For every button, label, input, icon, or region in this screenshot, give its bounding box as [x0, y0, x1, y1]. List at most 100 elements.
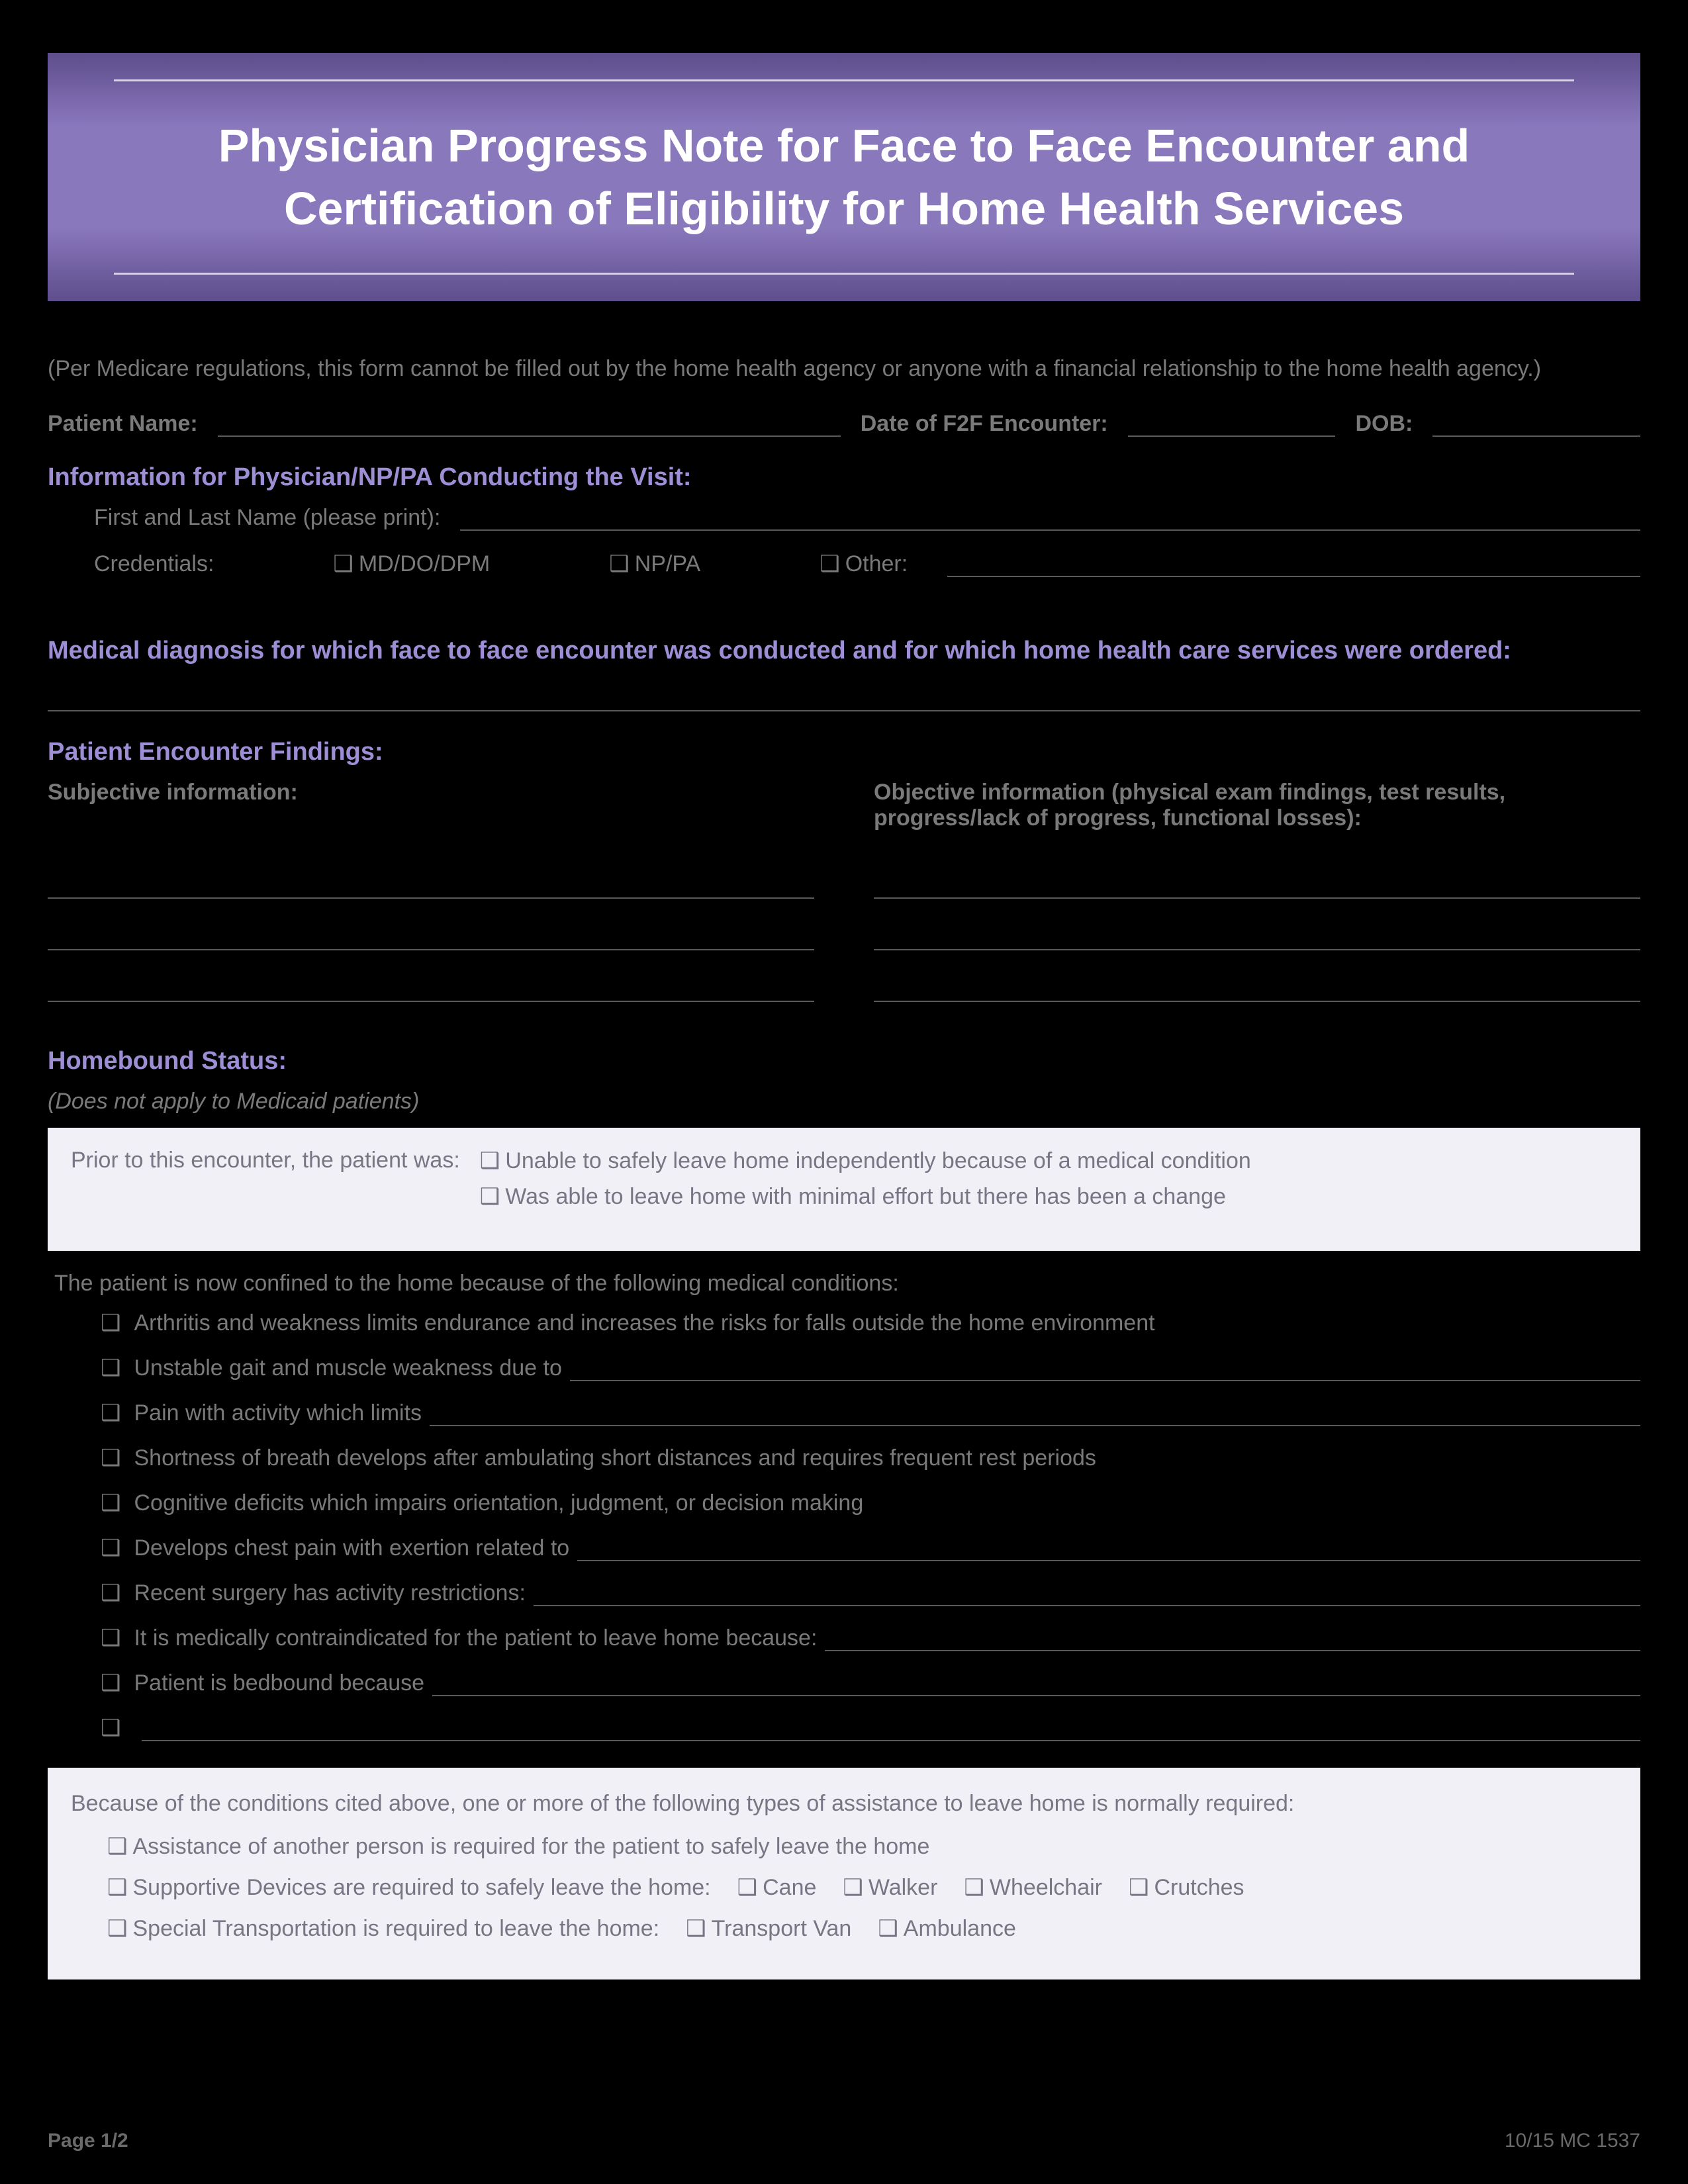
condition-item[interactable]: ❑ Unstable gait and muscle weakness due t… [101, 1355, 1640, 1381]
condition-item[interactable]: ❑ [101, 1715, 1640, 1741]
assistance-sub-checkbox[interactable]: ❑Ambulance [878, 1915, 1016, 1942]
condition-fill-input[interactable] [825, 1631, 1640, 1651]
condition-item[interactable]: ❑ Patient is bedbound because [101, 1670, 1640, 1696]
credential-checkbox-md[interactable]: ❑MD/DO/DPM [333, 551, 490, 577]
subjective-line-2[interactable] [48, 911, 814, 950]
condition-text: Patient is bedbound because [134, 1670, 424, 1696]
checkbox-icon: ❑ [609, 551, 629, 576]
conditions-list: ❑ Arthritis and weakness limits endurance… [48, 1310, 1640, 1741]
condition-text: Develops chest pain with exertion relate… [134, 1535, 569, 1561]
objective-column: Objective information (physical exam fin… [874, 780, 1640, 1014]
credential-checkbox-np[interactable]: ❑NP/PA [609, 551, 700, 577]
condition-item[interactable]: ❑ Develops chest pain with exertion relat… [101, 1535, 1640, 1561]
objective-line-3[interactable] [874, 962, 1640, 1002]
condition-fill-input[interactable] [577, 1541, 1640, 1561]
credential-other-input[interactable] [947, 555, 1640, 577]
checkbox-icon: ❑ [101, 1490, 120, 1516]
assistance-sub-checkbox[interactable]: ❑Crutches [1129, 1874, 1244, 1901]
subjective-column: Subjective information: [48, 780, 814, 1014]
patient-name-input[interactable] [218, 414, 841, 437]
confined-intro: The patient is now confined to the home … [54, 1271, 1640, 1297]
page: Physician Progress Note for Face to Face… [0, 0, 1688, 2019]
assistance-item: ❑Supportive Devices are required to safe… [107, 1874, 1617, 1901]
physician-name-row: First and Last Name (please print): [94, 505, 1640, 531]
condition-item[interactable]: ❑ Arthritis and weakness limits endurance… [101, 1310, 1640, 1336]
prior-option-1[interactable]: ❑Unable to safely leave home independent… [480, 1148, 1617, 1174]
condition-item[interactable]: ❑ Cognitive deficits which impairs orient… [101, 1490, 1640, 1516]
condition-text: Recent surgery has activity restrictions… [134, 1580, 525, 1606]
prior-status-label: Prior to this encounter, the patient was… [71, 1148, 460, 1219]
checkbox-icon: ❑ [101, 1670, 120, 1696]
checkbox-icon: ❑ [101, 1715, 120, 1741]
condition-fill-input[interactable] [430, 1406, 1640, 1426]
homebound-note: (Does not apply to Medicaid patients) [48, 1089, 1640, 1115]
form-code: 10/15 MC 1537 [1505, 2130, 1640, 2152]
condition-text: It is medically contraindicated for the … [134, 1625, 817, 1651]
diagnosis-input[interactable] [48, 678, 1640, 711]
condition-fill-input[interactable] [570, 1361, 1640, 1381]
physician-name-label: First and Last Name (please print): [94, 505, 440, 531]
assistance-sub-checkbox[interactable]: ❑Walker [843, 1874, 937, 1901]
assistance-item: ❑Assistance of another person is require… [107, 1833, 1617, 1860]
assistance-list: ❑Assistance of another person is require… [71, 1833, 1617, 1942]
f2f-date-input[interactable] [1128, 414, 1336, 437]
condition-text: Arthritis and weakness limits endurance … [134, 1310, 1154, 1336]
page-footer: Page 1/2 10/15 MC 1537 [48, 2130, 1640, 2152]
condition-item[interactable]: ❑ Shortness of breath develops after ambu… [101, 1445, 1640, 1471]
condition-text: Cognitive deficits which impairs orienta… [134, 1490, 863, 1516]
physician-name-input[interactable] [460, 508, 1640, 531]
f2f-date-label: Date of F2F Encounter: [861, 411, 1108, 437]
findings-heading: Patient Encounter Findings: [48, 738, 1640, 766]
condition-fill-input[interactable] [534, 1586, 1640, 1606]
patient-row: Patient Name: Date of F2F Encounter: DOB… [48, 411, 1640, 437]
prior-status-box: Prior to this encounter, the patient was… [48, 1128, 1640, 1251]
diagnosis-heading: Medical diagnosis for which face to face… [48, 637, 1640, 665]
title-banner: Physician Progress Note for Face to Face… [48, 53, 1640, 301]
assistance-item: ❑Special Transportation is required to l… [107, 1915, 1617, 1942]
credentials-label: Credentials: [94, 551, 214, 577]
condition-text: Unstable gait and muscle weakness due to [134, 1355, 561, 1381]
credential-checkbox-other[interactable]: ❑Other: [820, 551, 908, 577]
objective-line-2[interactable] [874, 911, 1640, 950]
page-number: Page 1/2 [48, 2130, 128, 2152]
checkbox-icon: ❑ [101, 1625, 120, 1651]
subjective-line-1[interactable] [48, 859, 814, 899]
assistance-sub-checkbox[interactable]: ❑Wheelchair [964, 1874, 1102, 1901]
checkbox-icon: ❑ [480, 1148, 500, 1173]
checkbox-icon: ❑ [101, 1535, 120, 1561]
assistance-checkbox[interactable]: ❑Special Transportation is required to l… [107, 1915, 659, 1942]
assistance-intro: Because of the conditions cited above, o… [71, 1791, 1617, 1817]
form-title: Physician Progress Note for Face to Face… [114, 114, 1574, 240]
condition-text: Shortness of breath develops after ambul… [134, 1445, 1096, 1471]
assistance-box: Because of the conditions cited above, o… [48, 1768, 1640, 1979]
assistance-checkbox[interactable]: ❑Supportive Devices are required to safe… [107, 1874, 711, 1901]
condition-item[interactable]: ❑ Recent surgery has activity restriction… [101, 1580, 1640, 1606]
checkbox-icon: ❑ [480, 1184, 500, 1209]
disclaimer-text: (Per Medicare regulations, this form can… [48, 354, 1640, 385]
checkbox-icon: ❑ [101, 1310, 120, 1336]
checkbox-icon: ❑ [333, 551, 353, 576]
checkbox-icon: ❑ [101, 1580, 120, 1606]
credentials-row: Credentials: ❑MD/DO/DPM ❑NP/PA ❑Other: [94, 551, 1640, 577]
subjective-line-3[interactable] [48, 962, 814, 1002]
condition-item[interactable]: ❑ It is medically contraindicated for the… [101, 1625, 1640, 1651]
objective-label: Objective information (physical exam fin… [874, 780, 1640, 839]
physician-info-heading: Information for Physician/NP/PA Conducti… [48, 463, 1640, 492]
condition-fill-input[interactable] [142, 1721, 1640, 1741]
checkbox-icon: ❑ [101, 1355, 120, 1381]
assistance-checkbox[interactable]: ❑Assistance of another person is require… [107, 1833, 929, 1860]
condition-item[interactable]: ❑Pain with activity which limits [101, 1400, 1640, 1426]
checkbox-icon: ❑ [820, 551, 839, 576]
subjective-label: Subjective information: [48, 780, 814, 839]
checkbox-icon: ❑ [101, 1445, 120, 1471]
patient-name-label: Patient Name: [48, 411, 198, 437]
prior-option-2[interactable]: ❑Was able to leave home with minimal eff… [480, 1183, 1617, 1210]
objective-line-1[interactable] [874, 859, 1640, 899]
dob-input[interactable] [1432, 414, 1640, 437]
dob-label: DOB: [1355, 411, 1413, 437]
assistance-sub-checkbox[interactable]: ❑Transport Van [686, 1915, 851, 1942]
findings-columns: Subjective information: Objective inform… [48, 780, 1640, 1014]
assistance-sub-checkbox[interactable]: ❑Cane [737, 1874, 817, 1901]
condition-fill-input[interactable] [432, 1676, 1640, 1696]
homebound-heading: Homebound Status: [48, 1047, 1640, 1075]
